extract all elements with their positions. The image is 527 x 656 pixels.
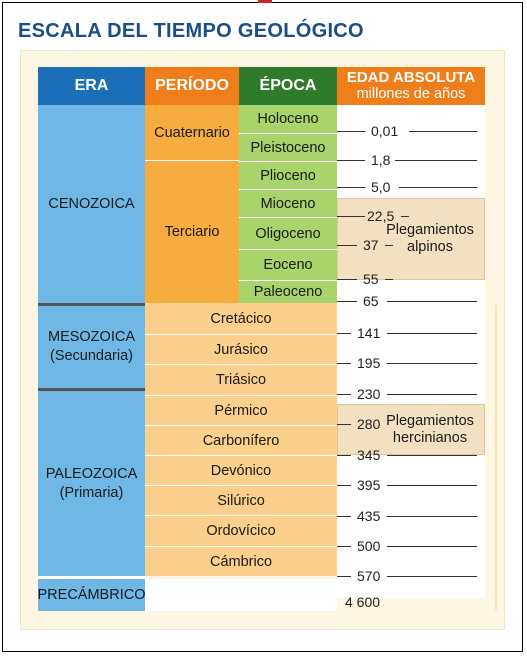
epoch-mioceno: Mioceno [239, 189, 337, 217]
epoch-pleistoceno: Pleistoceno [239, 133, 337, 161]
age-tick: 500 [337, 536, 485, 558]
period-terciario: Terciario [145, 161, 239, 303]
age-label: 500 [357, 538, 381, 554]
age-tick: 395 [337, 475, 485, 497]
age-tick: 55 [337, 269, 485, 291]
era-mesozoica: MESOZOICA (Secundaria) [38, 306, 145, 388]
epoch-holoceno: Holoceno [239, 105, 337, 133]
period-ordovicico: Ordovícico [145, 516, 337, 547]
age-tick: 280 [337, 414, 485, 436]
age-label: 395 [357, 477, 381, 493]
era-mesozoica-alt: (Secundaria) [49, 348, 133, 364]
age-label: 195 [357, 355, 381, 371]
page-title: ESCALA DEL TIEMPO GEOLÓGICO [18, 20, 364, 42]
period-devonico: Devónico [145, 456, 337, 486]
age-label: 65 [363, 293, 379, 309]
age-label: 4 600 [345, 594, 381, 610]
age-label: 0,01 [371, 123, 399, 139]
note-alpinos-line2: alpinos [407, 239, 453, 255]
age-tick: 5,0 [337, 177, 485, 199]
era-paleozoica-name: PALEOZOICA [45, 465, 138, 482]
age-label: 435 [357, 508, 381, 524]
period-permico: Pérmico [145, 396, 337, 426]
age-tick: 230 [337, 384, 485, 406]
note-alpinos-line1: Plegamientos [386, 222, 474, 238]
period-cambrico: Cámbrico [145, 547, 337, 576]
note-plegamientos-alpinos: Plegamientos alpinos [337, 198, 485, 280]
age-tick: 435 [337, 506, 485, 528]
age-label: 345 [357, 447, 381, 463]
age-tick: 570 [337, 566, 485, 588]
precambrico-blank [145, 579, 337, 611]
age-label: 1,8 [371, 152, 391, 168]
era-gap [38, 576, 145, 579]
age-label: 5,0 [371, 179, 391, 195]
age-label: 22,5 [367, 208, 395, 224]
age-label: 141 [357, 325, 381, 341]
period-cuaternario: Cuaternario [145, 105, 239, 161]
note-hercinianos-line2: hercinianos [392, 429, 468, 446]
header-epoca: ÉPOCA [239, 67, 337, 105]
panel-edge-line [495, 305, 497, 610]
header-edad-line1: EDAD ABSOLUTA [346, 69, 476, 86]
note-hercinianos-line1: Plegamientos [386, 412, 474, 429]
epoch-eoceno: Eoceno [239, 249, 337, 280]
epoch-plioceno: Plioceno [239, 161, 337, 189]
header-era: ERA [38, 67, 145, 105]
age-tick: 65 [337, 291, 485, 313]
age-label: 280 [357, 416, 381, 432]
epoch-oligoceno: Oligoceno [239, 217, 337, 249]
age-tick: 345 [337, 445, 485, 467]
age-tick: 4 600 [337, 592, 485, 614]
age-tick: 141 [337, 323, 485, 345]
top-mark [258, 0, 272, 3]
period-silurico: Silúrico [145, 486, 337, 516]
age-label: 37 [363, 237, 379, 253]
era-separator [38, 388, 145, 391]
age-tick: 195 [337, 353, 485, 375]
age-label: 230 [357, 386, 381, 402]
header-edad-line2: millones de años [356, 86, 466, 102]
period-triasico: Triásico [145, 365, 337, 396]
header-edad: EDAD ABSOLUTA millones de años [337, 67, 485, 105]
era-precambrico: PRECÁMBRICO [38, 579, 145, 611]
period-cretacico: Cretácico [145, 303, 337, 335]
age-tick: 22,5 [337, 206, 485, 228]
era-cenozoica: CENOZOICA [38, 105, 145, 303]
era-paleozoica: PALEOZOICA (Primaria) [38, 391, 145, 576]
period-jurasico: Jurásico [145, 335, 337, 365]
age-label: 55 [363, 271, 379, 287]
age-tick: 1,8 [337, 150, 485, 172]
age-tick: 0,01 [337, 121, 485, 143]
age-label: 570 [357, 568, 381, 584]
era-separator [38, 303, 145, 306]
era-paleozoica-alt: (Primaria) [59, 484, 124, 501]
note-plegamientos-hercinianos: Plegamientos hercinianos [337, 404, 485, 455]
header-periodo: PERÍODO [145, 67, 239, 105]
epoch-paleoceno: Paleoceno [239, 280, 337, 303]
age-tick: 37 [337, 235, 485, 257]
period-carbonifero: Carbonífero [145, 426, 337, 456]
era-mesozoica-name: MESOZOICA [47, 329, 135, 345]
